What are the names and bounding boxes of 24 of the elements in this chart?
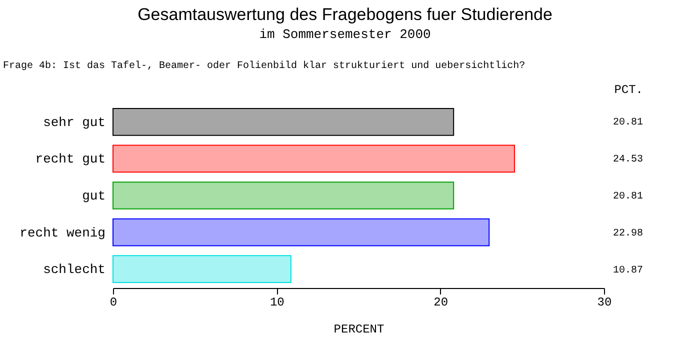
x-tick-label: 10 [270, 296, 284, 310]
data-label: 22.98 [612, 228, 643, 240]
y-tick-label: recht wenig [20, 225, 106, 240]
text: Frage 4b: Ist das Tafel-, Beamer- oder Folienbild klar strukturiert und uebersichtlich? [3, 60, 526, 72]
bar [112, 255, 292, 283]
x-tick-label: 0 [110, 296, 118, 310]
y-tick-label: gut [82, 188, 106, 204]
x-tick-label: 30 [597, 296, 612, 310]
chart-title: Gesamtauswertung des Fragebogens fuer Studierende [138, 5, 552, 24]
bar [112, 218, 490, 246]
data-label: 20.81 [612, 192, 643, 202]
y-tick-label: recht gut [35, 152, 106, 167]
text: PCT. [614, 83, 643, 97]
y-tick-label: schlecht [43, 262, 106, 278]
x-axis-title: PERCENT [334, 322, 384, 336]
x-tick-label: 20 [434, 296, 448, 310]
bar [112, 108, 454, 136]
bar [112, 182, 454, 210]
bar [112, 144, 515, 173]
data-label: 10.87 [612, 266, 643, 276]
chart-subtitle: im Sommersemester 2000 [259, 27, 431, 42]
y-tick-label: sehr gut [43, 114, 106, 130]
data-label: 24.53 [612, 154, 643, 166]
data-label: 20.81 [612, 118, 643, 128]
